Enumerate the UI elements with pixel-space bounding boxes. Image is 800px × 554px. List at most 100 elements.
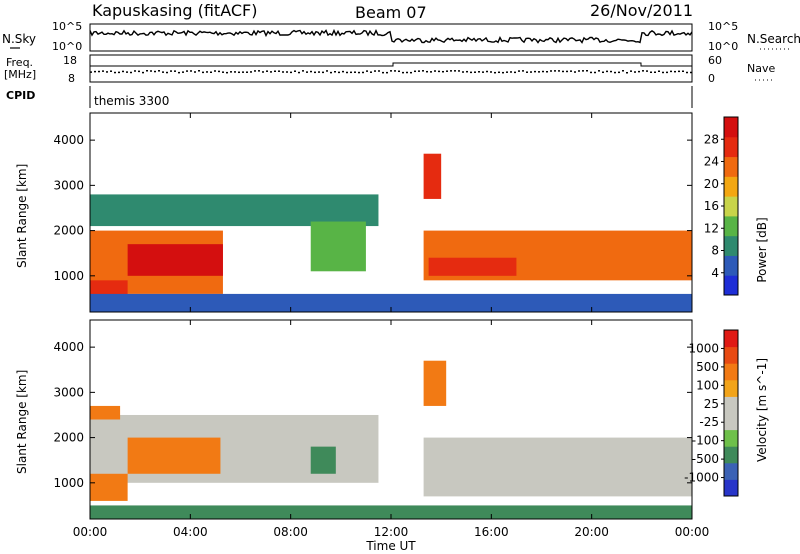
frequency-point — [582, 70, 584, 72]
power-colorbar-swatch — [724, 255, 738, 276]
frequency-point — [686, 71, 688, 74]
y-tick-label: 4000 — [53, 340, 84, 354]
frequency-point — [398, 70, 400, 73]
frequency-point — [138, 70, 140, 73]
frequency-point — [674, 70, 676, 73]
frequency-point — [590, 71, 592, 74]
velocity-colorbar-swatch — [724, 413, 738, 431]
freq-right-top-tick: 60 — [708, 54, 722, 67]
frequency-point — [326, 70, 328, 72]
frequency-trace — [90, 70, 692, 74]
freq-right-bottom-tick: 0 — [708, 72, 715, 85]
y-tick-label: 1000 — [53, 476, 84, 490]
power-colorbar-swatch — [724, 176, 738, 197]
frequency-point — [498, 71, 500, 74]
frequency-point — [486, 70, 488, 73]
frequency-point — [214, 70, 216, 72]
frequency-point — [142, 71, 144, 74]
y-tick-label: 4000 — [53, 133, 84, 147]
velocity-colorbar-swatch — [724, 379, 738, 397]
power-colorbar-swatch — [724, 215, 738, 237]
frequency-point — [454, 70, 456, 72]
frequency-panel-frame — [89, 54, 693, 83]
y-tick-label: 2000 — [53, 431, 84, 445]
frequency-point — [294, 70, 296, 72]
frequency-point — [666, 71, 668, 74]
velocity-panel: 1000 2000 3000 4000 Slant Range [km] — [15, 319, 693, 520]
noise-panel-frame — [89, 23, 693, 52]
velocity-colorbar-tick-label: 500 — [696, 360, 719, 374]
cpid-label: CPID — [6, 89, 35, 102]
freq-left-bottom-tick: 8 — [68, 72, 75, 85]
frequency-point — [198, 70, 200, 72]
noise-panel: N.Sky 10^5 10^0 10^5 10^0 N.Search — [2, 20, 800, 53]
frequency-point — [250, 71, 252, 73]
frequency-point — [534, 70, 536, 73]
frequency-point — [122, 70, 124, 73]
velocity-colorbar: 1000 500 100 25 -25 -100 -500 -1000 — [684, 329, 739, 497]
frequency-point — [158, 70, 160, 72]
frequency-point — [362, 71, 364, 74]
beam-title: Beam 07 — [355, 3, 427, 22]
nsearch-label: N.Search — [747, 32, 800, 46]
x-tick-label: 04:00 — [173, 525, 208, 539]
x-tick-label: 16:00 — [474, 525, 509, 539]
frequency-point — [458, 70, 460, 72]
frequency-point — [238, 71, 240, 74]
frequency-point — [682, 70, 684, 73]
frequency-point — [566, 70, 568, 73]
frequency-point — [278, 70, 280, 72]
scatter-region-8 — [90, 293, 692, 312]
frequency-point — [494, 71, 496, 74]
scatter-region-4 — [310, 446, 336, 474]
y-tick-label: 2000 — [53, 224, 84, 238]
frequency-point — [422, 70, 424, 72]
velocity-colorbar-tick-label: 100 — [696, 378, 719, 392]
y-tick-label: 3000 — [53, 385, 84, 399]
frequency-point — [286, 71, 288, 73]
frequency-point — [470, 71, 472, 74]
frequency-point — [358, 71, 360, 74]
power-colorbar-swatch — [724, 196, 738, 217]
velocity-colorbar-frame — [723, 329, 739, 497]
frequency-point — [114, 71, 116, 74]
power-colorbar-label: Power [dB] — [755, 217, 769, 282]
power-colorbar-tick-label: 20 — [704, 177, 719, 191]
frequency-point — [390, 70, 392, 72]
noise-right-bottom-tick: 10^0 — [708, 40, 738, 53]
frequency-point — [382, 71, 384, 74]
frequency-point — [194, 71, 196, 73]
frequency-point — [430, 71, 432, 73]
velocity-colorbar-swatch — [724, 446, 738, 464]
x-tick-label: 20:00 — [574, 525, 609, 539]
frequency-point — [550, 70, 552, 72]
velocity-colorbar-swatch — [724, 396, 738, 414]
frequency-point — [614, 71, 616, 74]
frequency-point — [670, 70, 672, 73]
frequency-point — [414, 70, 416, 73]
scatter-region-7 — [423, 153, 442, 199]
velocity-colorbar-tick-label: -100 — [692, 434, 719, 448]
frequency-point — [218, 70, 220, 73]
velocity-y-axis-label: Slant Range [km] — [15, 370, 29, 474]
frequency-point — [190, 70, 192, 72]
frequency-point — [306, 71, 308, 73]
frequency-point — [206, 71, 208, 73]
frequency-point — [578, 70, 580, 72]
power-colorbar-swatch — [724, 117, 738, 138]
frequency-point — [538, 71, 540, 73]
nsky-label: N.Sky — [2, 32, 36, 46]
frequency-point — [226, 71, 228, 74]
frequency-point — [346, 71, 348, 74]
frequency-point — [106, 71, 108, 73]
frequency-point — [438, 70, 440, 73]
frequency-point — [450, 70, 452, 72]
frequency-point — [210, 71, 212, 74]
frequency-point — [174, 70, 176, 72]
frequency-point — [574, 71, 576, 73]
frequency-point — [246, 71, 248, 73]
frequency-point — [186, 70, 188, 72]
noise-right-top-tick: 10^5 — [708, 20, 738, 33]
power-colorbar-swatch — [724, 275, 738, 296]
scatter-region-2 — [90, 473, 128, 501]
